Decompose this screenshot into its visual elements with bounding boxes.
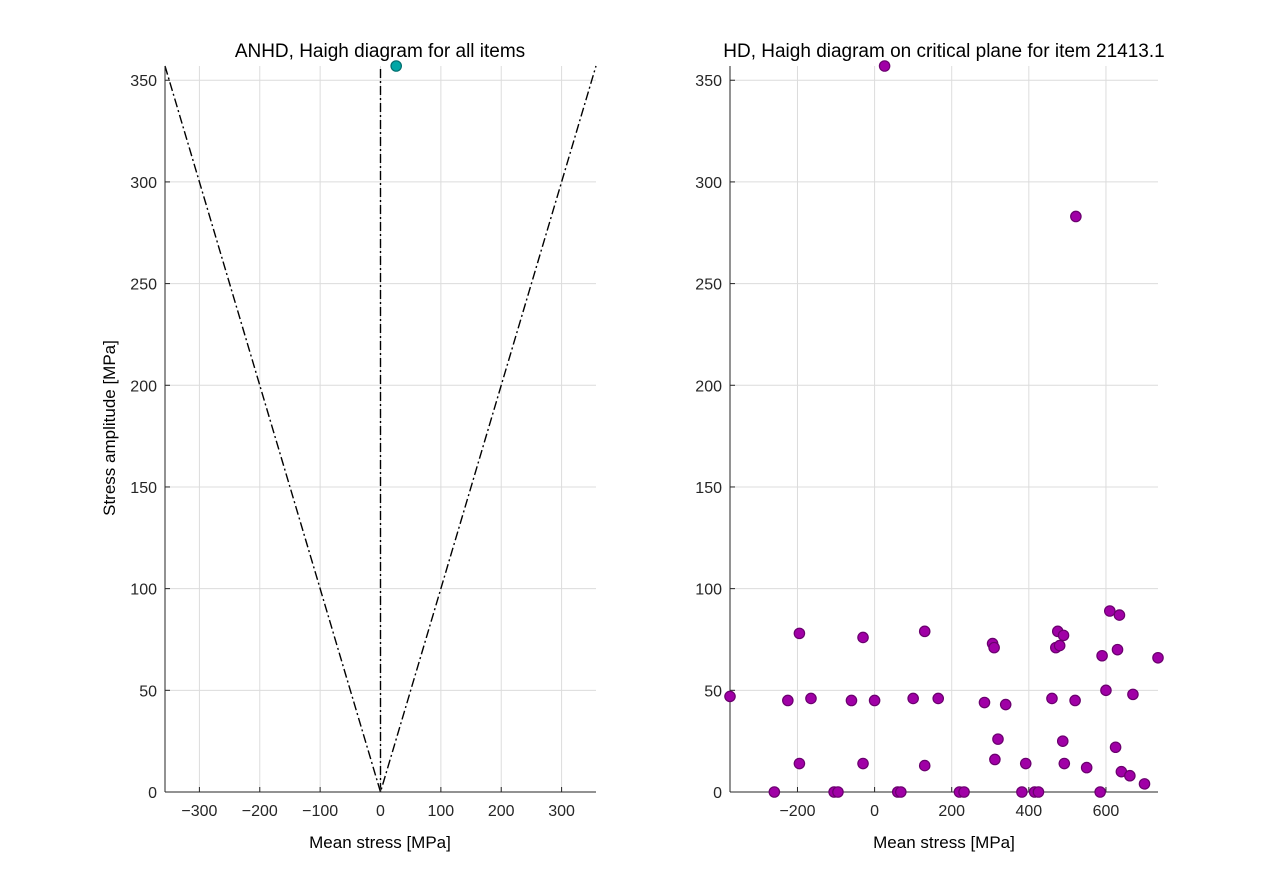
hd-data-point-28 <box>1127 688 1139 701</box>
hd-data-point-33 <box>857 757 869 770</box>
hd-data-point-41 <box>1138 778 1151 790</box>
hd-data-point-13 <box>1113 609 1126 621</box>
anhd-x-tick-label-4: 100 <box>428 803 455 820</box>
hd-data-point-40 <box>1124 769 1136 782</box>
anhd-y-tick-label-1: 50 <box>139 683 157 700</box>
hd-data-point-10 <box>1053 639 1066 652</box>
anhd-data-point-0 <box>390 60 402 72</box>
anhd-x-tick-label-5: 200 <box>488 803 515 820</box>
anhd-grid <box>165 66 596 793</box>
hd-data-point-20 <box>868 694 881 707</box>
hd-data-point-12 <box>1104 605 1116 617</box>
hd-data-point-26 <box>1069 694 1081 707</box>
hd-x-tick-label-0: −200 <box>779 803 815 820</box>
hd-data-point-48 <box>958 786 970 798</box>
hd-chart-title: HD, Haigh diagram on critical plane for … <box>723 41 1164 62</box>
hd-data-point-32 <box>793 757 806 770</box>
hd-y-tick-label-1: 50 <box>704 683 722 700</box>
hd-data-point-15 <box>1111 643 1124 656</box>
hd-data-point-49 <box>1016 786 1028 798</box>
anhd-y-tick-label-3: 150 <box>130 480 157 497</box>
hd-haigh-chart: −200 0 200 400 600 0 50 100 150 200 250 300 350 HD, … <box>695 41 1164 852</box>
hd-data-point-35 <box>989 753 1001 766</box>
hd-x-tick-label-4: 600 <box>1093 803 1120 820</box>
hd-data-point-1 <box>1070 210 1082 223</box>
hd-data-point-3 <box>793 627 806 640</box>
anhd-chart-title: ANHD, Haigh diagram for all items <box>235 41 525 62</box>
anhd-y-tick-label-6: 300 <box>130 175 157 192</box>
hd-data-point-19 <box>845 694 858 707</box>
hd-data-point-24 <box>999 698 1012 711</box>
anhd-boundary-line-0 <box>164 65 597 795</box>
hd-data-point-2 <box>724 690 736 703</box>
anhd-y-tick-label-7: 350 <box>130 73 157 90</box>
hd-data-point-16 <box>1152 651 1164 664</box>
hd-y-tick-label-7: 350 <box>695 73 722 90</box>
anhd-points <box>390 60 402 72</box>
hd-tick-labels: −200 0 200 400 600 0 50 100 150 200 250 300 350 <box>695 73 1119 820</box>
hd-data-point-31 <box>1109 741 1122 754</box>
anhd-boundary-lines <box>164 65 597 795</box>
hd-x-tick-label-2: 200 <box>938 803 965 820</box>
hd-data-point-14 <box>1096 649 1108 662</box>
hd-x-tick-label-1: 0 <box>870 803 879 820</box>
hd-data-point-37 <box>1058 757 1071 770</box>
hd-data-point-51 <box>1032 786 1045 798</box>
hd-grid <box>730 66 1158 793</box>
anhd-haigh-chart: −300 −200 −100 0 100 200 300 0 50 100 150 200 250 300… <box>100 41 597 852</box>
hd-data-point-25 <box>1046 692 1058 705</box>
hd-data-point-34 <box>918 759 931 772</box>
anhd-y-tick-label-0: 0 <box>148 785 157 802</box>
hd-x-tick-label-3: 400 <box>1015 803 1042 820</box>
hd-data-point-38 <box>1080 761 1093 774</box>
anhd-y-tick-label-5: 250 <box>130 277 157 294</box>
hd-data-point-42 <box>768 786 781 798</box>
hd-data-point-7 <box>988 641 1000 654</box>
hd-data-point-17 <box>782 694 794 707</box>
hd-data-point-30 <box>1056 735 1069 747</box>
hd-data-point-46 <box>895 786 907 798</box>
hd-points <box>724 60 1164 798</box>
anhd-y-tick-label-2: 100 <box>130 582 157 599</box>
hd-y-tick-label-0: 0 <box>713 785 722 802</box>
hd-y-tick-label-4: 200 <box>695 378 722 395</box>
hd-data-point-23 <box>978 696 991 709</box>
hd-x-axis-label: Mean stress [MPa] <box>873 833 1015 852</box>
anhd-x-tick-label-2: −100 <box>302 803 338 820</box>
hd-data-point-5 <box>918 625 931 638</box>
hd-y-tick-label-6: 300 <box>695 175 722 192</box>
hd-data-point-44 <box>832 786 844 798</box>
anhd-x-axis-label: Mean stress [MPa] <box>309 833 451 852</box>
hd-data-point-27 <box>1100 684 1112 697</box>
hd-y-tick-label-5: 250 <box>695 277 722 294</box>
anhd-y-axis-label: Stress amplitude [MPa] <box>100 340 119 516</box>
hd-data-point-29 <box>992 733 1004 745</box>
hd-y-tick-label-3: 150 <box>695 480 722 497</box>
hd-data-point-22 <box>932 692 945 705</box>
hd-y-tick-label-2: 100 <box>695 582 722 599</box>
anhd-tick-labels: −300 −200 −100 0 100 200 300 0 50 100 150 200 250 300… <box>130 73 575 820</box>
anhd-y-tick-label-4: 200 <box>130 378 157 395</box>
hd-data-point-18 <box>805 692 817 705</box>
anhd-x-tick-label-0: −300 <box>181 803 217 820</box>
hd-data-point-52 <box>1094 786 1106 798</box>
hd-data-point-4 <box>857 631 869 644</box>
anhd-x-tick-label-3: 0 <box>376 803 385 820</box>
hd-axes <box>729 66 1158 793</box>
hd-data-point-11 <box>1057 629 1070 642</box>
anhd-x-tick-label-6: 300 <box>548 803 575 820</box>
hd-data-point-36 <box>1019 757 1032 770</box>
hd-data-point-0 <box>878 60 891 72</box>
hd-data-point-21 <box>907 692 919 705</box>
anhd-x-tick-label-1: −200 <box>242 803 278 820</box>
